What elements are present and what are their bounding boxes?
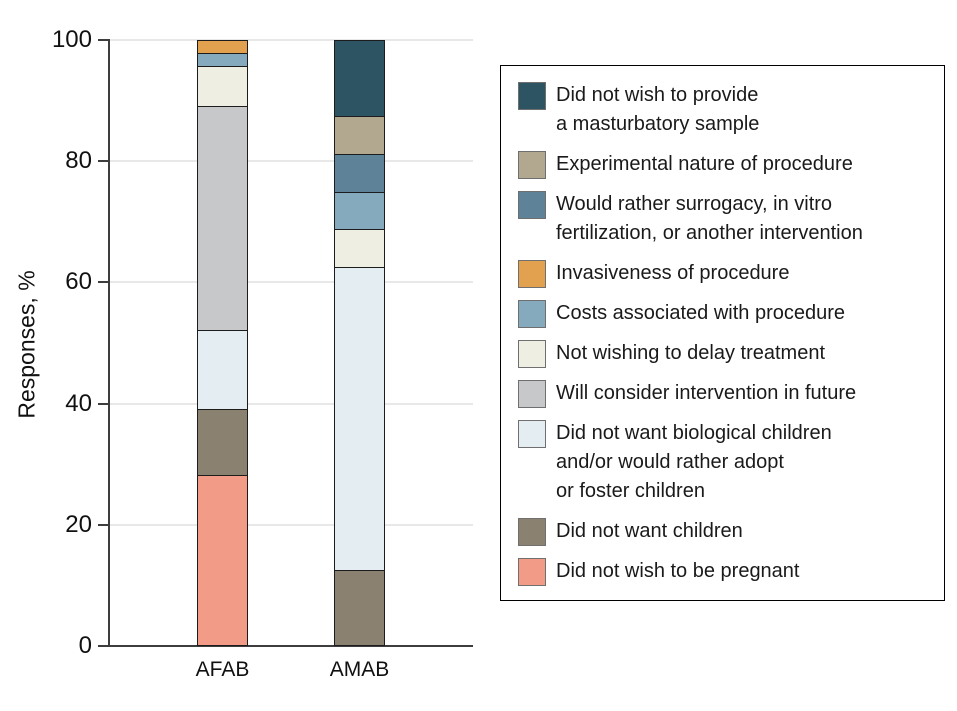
gridline bbox=[108, 523, 473, 526]
legend-label-line: a masturbatory sample bbox=[556, 113, 760, 135]
bar-segment bbox=[197, 408, 248, 475]
y-tick bbox=[98, 523, 108, 526]
legend-label-line: Not wishing to delay treatment bbox=[556, 342, 826, 364]
legend-label-line: fertilization, or another intervention bbox=[556, 222, 863, 244]
y-tick-label: 60 bbox=[65, 268, 92, 296]
legend-label: Did not wish to be pregnant bbox=[556, 557, 800, 586]
legend-item: Did not wish to provide a masturbatory sa… bbox=[518, 81, 934, 139]
legend-label: Costs associated with procedure bbox=[556, 299, 845, 328]
legend-label-line: Did not want biological children bbox=[556, 422, 832, 444]
y-tick bbox=[98, 160, 108, 163]
legend-swatch bbox=[518, 151, 546, 179]
legend-swatch bbox=[518, 82, 546, 110]
bar-segment bbox=[197, 105, 248, 330]
legend-item: Would rather surrogacy, in vitro fertiliz… bbox=[518, 190, 934, 248]
y-tick-label: 0 bbox=[78, 632, 92, 659]
y-tick bbox=[98, 281, 108, 284]
legend-swatch bbox=[518, 518, 546, 546]
y-tick bbox=[98, 402, 108, 405]
x-axis-line bbox=[108, 645, 473, 647]
legend-label-line: or foster children bbox=[556, 480, 705, 502]
bar-segment bbox=[334, 570, 385, 646]
bar-segment bbox=[197, 53, 248, 67]
bar-afab bbox=[197, 40, 248, 646]
legend-item: Did not want biological children and/or w… bbox=[518, 419, 934, 506]
legend-label: Invasiveness of procedure bbox=[556, 259, 789, 288]
bar-segment bbox=[334, 267, 385, 571]
legend-label: Not wishing to delay treatment bbox=[556, 339, 825, 368]
legend-item: Did not want children bbox=[518, 517, 934, 546]
y-axis-line bbox=[108, 39, 110, 647]
legend-swatch bbox=[518, 191, 546, 219]
bar-segment bbox=[334, 229, 385, 268]
x-category-label-afab: AFAB bbox=[195, 658, 250, 681]
legend-label-line: Experimental nature of procedure bbox=[556, 153, 853, 175]
gridline bbox=[108, 160, 473, 163]
legend-swatch bbox=[518, 340, 546, 368]
legend-label-line: Costs associated with procedure bbox=[556, 302, 846, 324]
x-category-label-amab: AMAB bbox=[329, 658, 390, 681]
legend-label-line: Did not wish to provide bbox=[556, 84, 759, 106]
legend-item: Experimental nature of procedure bbox=[518, 150, 934, 179]
y-tick-label: 100 bbox=[51, 26, 92, 53]
bar-segment bbox=[334, 153, 385, 192]
legend-label-line: Would rather surrogacy, in vitro bbox=[556, 193, 833, 215]
y-tick bbox=[98, 645, 108, 647]
legend: Did not wish to provide a masturbatory sa… bbox=[500, 65, 945, 601]
legend-label: Did not want biological children and/or w… bbox=[556, 419, 832, 506]
legend-label: Experimental nature of procedure bbox=[556, 150, 853, 179]
bar-segment bbox=[197, 474, 248, 646]
bar-segment bbox=[197, 66, 248, 106]
y-tick-label: 40 bbox=[65, 389, 92, 417]
legend-label-line: Did not want children bbox=[556, 520, 743, 542]
legend-item: Will consider intervention in future bbox=[518, 379, 934, 408]
gridline bbox=[108, 39, 473, 41]
bar-segment bbox=[334, 115, 385, 154]
bar-segment bbox=[334, 191, 385, 230]
legend-item: Invasiveness of procedure bbox=[518, 259, 934, 288]
y-tick-label: 80 bbox=[65, 147, 92, 175]
legend-label-line: and/or would rather adopt bbox=[556, 451, 784, 473]
legend-swatch bbox=[518, 420, 546, 448]
y-tick bbox=[98, 39, 108, 41]
bar-segment bbox=[334, 40, 385, 116]
bar-segment bbox=[197, 40, 248, 54]
legend-label: Would rather surrogacy, in vitro fertiliz… bbox=[556, 190, 863, 248]
legend-label: Will consider intervention in future bbox=[556, 379, 856, 408]
gridline bbox=[108, 402, 473, 405]
bar-amab bbox=[334, 40, 385, 646]
legend-item: Not wishing to delay treatment bbox=[518, 339, 934, 368]
legend-swatch bbox=[518, 300, 546, 328]
gridline bbox=[108, 281, 473, 284]
legend-item: Did not wish to be pregnant bbox=[518, 557, 934, 586]
legend-item: Costs associated with procedure bbox=[518, 299, 934, 328]
y-tick-label: 20 bbox=[65, 510, 92, 538]
legend-swatch bbox=[518, 260, 546, 288]
legend-label-line: Did not wish to be pregnant bbox=[556, 560, 800, 582]
bar-segment bbox=[197, 329, 248, 409]
legend-label: Did not want children bbox=[556, 517, 743, 546]
y-axis-title: Responses, % bbox=[13, 270, 40, 419]
legend-label-line: Invasiveness of procedure bbox=[556, 262, 790, 284]
legend-swatch bbox=[518, 380, 546, 408]
legend-label-line: Will consider intervention in future bbox=[556, 382, 857, 404]
legend-label: Did not wish to provide a masturbatory sa… bbox=[556, 81, 759, 139]
legend-swatch bbox=[518, 558, 546, 586]
